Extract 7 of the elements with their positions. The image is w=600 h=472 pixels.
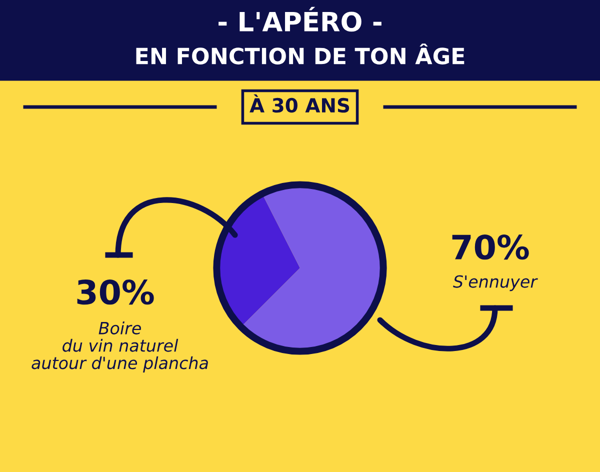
chart-title: - L'APÉRO - [218, 6, 382, 32]
slice-label: Boire du vin naturel autour d'une plancha [32, 322, 208, 372]
chart-subtitle: EN FONCTION DE TON ÂGE [136, 44, 464, 64]
text: À 30 ANS [250, 94, 350, 113]
data-label: 70% [452, 234, 529, 260]
slice-label: S'ennuyer [453, 275, 538, 292]
data-label: 30% [77, 279, 154, 305]
